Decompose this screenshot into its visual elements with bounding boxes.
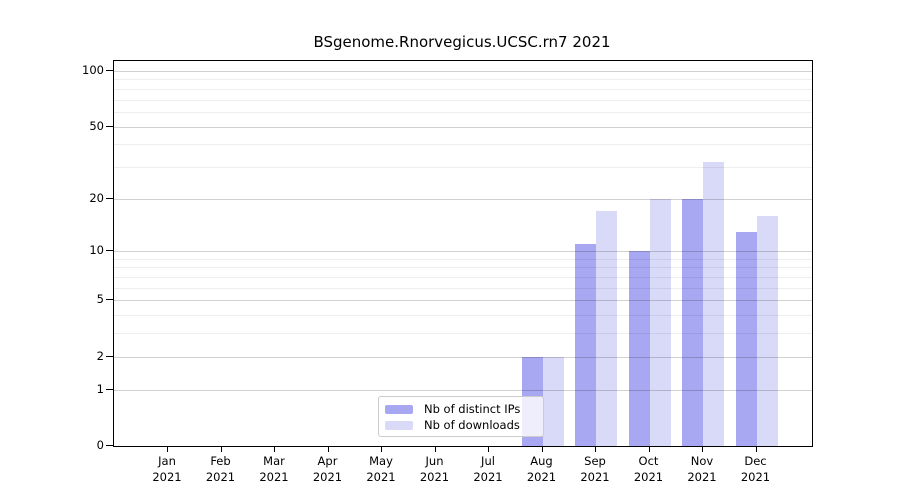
x-axis-tick-nov bbox=[702, 447, 703, 452]
bar-downloads-nov bbox=[703, 161, 724, 446]
gridline-minor-30 bbox=[114, 166, 812, 168]
y-axis-tick-100 bbox=[106, 70, 113, 71]
gridline-major-100 bbox=[114, 71, 812, 72]
x-axis-tick-mar bbox=[274, 447, 275, 452]
bar-downloads-dec bbox=[756, 215, 778, 446]
gridline-minor-70 bbox=[114, 99, 812, 101]
x-axis-tick-oct bbox=[648, 447, 650, 452]
gridline-major-10 bbox=[114, 251, 812, 253]
y-axis-tick-label-50: 50 bbox=[89, 118, 104, 133]
gridline-major-50 bbox=[114, 126, 812, 128]
gridline-minor-90 bbox=[114, 79, 812, 81]
legend-swatch-distinct-ips bbox=[385, 404, 413, 414]
gridline-major-20 bbox=[114, 198, 812, 200]
x-axis-tick-dec bbox=[755, 447, 757, 452]
gridline-minor-7 bbox=[114, 277, 812, 279]
x-axis-tick-feb bbox=[220, 447, 222, 452]
gridline-minor-6 bbox=[114, 287, 812, 289]
bar-downloads-oct bbox=[649, 198, 671, 446]
y-axis-tick-5 bbox=[106, 299, 113, 301]
bar-downloads-aug bbox=[542, 356, 564, 446]
x-axis-tick-apr bbox=[327, 447, 329, 452]
legend-label-distinct-ips: Nb of distinct IPs bbox=[424, 402, 521, 416]
legend-label-downloads: Nb of downloads bbox=[424, 418, 520, 432]
bar-distinct-ips-oct bbox=[628, 251, 650, 446]
gridline-minor-8 bbox=[114, 267, 812, 269]
y-axis-tick-0 bbox=[106, 445, 113, 446]
gridline-minor-40 bbox=[114, 144, 812, 146]
x-axis-tick-jul bbox=[488, 447, 489, 452]
x-axis-tick-label-jun: Jun 2021 bbox=[419, 454, 450, 484]
x-axis-tick-label-sep: Sep 2021 bbox=[580, 454, 610, 484]
y-axis-tick-20 bbox=[106, 197, 113, 199]
x-axis-tick-jan bbox=[167, 447, 168, 452]
x-axis-tick-may bbox=[381, 447, 382, 452]
bars-layer bbox=[114, 61, 812, 446]
legend-swatch-downloads bbox=[385, 420, 413, 430]
y-axis-tick-10 bbox=[106, 250, 113, 252]
x-axis-tick-sep bbox=[595, 447, 596, 452]
gridline-minor-9 bbox=[114, 258, 812, 260]
plot-area bbox=[113, 60, 813, 447]
gridlines-layer bbox=[114, 61, 812, 446]
x-axis-tick-label-apr: Apr 2021 bbox=[312, 454, 343, 484]
bar-downloads-sep bbox=[596, 211, 617, 446]
gridline-minor-4 bbox=[114, 315, 812, 317]
y-axis-tick-label-5: 5 bbox=[96, 292, 104, 307]
legend-item-distinct-ips: Nb of distinct IPs bbox=[385, 402, 535, 416]
legend-item-downloads: Nb of downloads bbox=[385, 418, 535, 432]
bar-distinct-ips-nov bbox=[682, 198, 703, 446]
x-axis-tick-label-mar: Mar 2021 bbox=[259, 454, 289, 484]
y-axis-tick-label-10: 10 bbox=[89, 243, 104, 258]
legend: Nb of distinct IPs Nb of downloads bbox=[378, 396, 544, 437]
x-axis-tick-label-jul: Jul 2021 bbox=[473, 454, 503, 484]
bar-distinct-ips-sep bbox=[575, 244, 596, 446]
y-axis-tick-2 bbox=[106, 355, 113, 357]
gridline-minor-60 bbox=[114, 111, 812, 113]
gridline-major-5 bbox=[114, 300, 812, 302]
x-axis-tick-aug bbox=[541, 447, 543, 452]
gridline-major-1 bbox=[114, 389, 812, 391]
gridline-minor-3 bbox=[114, 333, 812, 335]
x-axis-tick-label-may: May 2021 bbox=[366, 454, 396, 484]
y-axis-tick-label-2: 2 bbox=[96, 348, 104, 363]
gridline-major-2 bbox=[114, 356, 812, 358]
gridline-minor-80 bbox=[114, 88, 812, 90]
bar-distinct-ips-dec bbox=[735, 231, 757, 446]
y-axis-tick-50 bbox=[106, 125, 113, 127]
y-axis-tick-label-0: 0 bbox=[96, 438, 104, 452]
x-axis-tick-label-dec: Dec 2021 bbox=[740, 454, 771, 484]
y-axis-tick-label-100: 100 bbox=[82, 63, 104, 77]
x-axis-tick-label-aug: Aug 2021 bbox=[526, 454, 557, 484]
y-axis-tick-1 bbox=[106, 388, 113, 390]
chart-title: BSgenome.Rnorvegicus.UCSC.rn7 2021 bbox=[313, 33, 611, 51]
y-axis-tick-label-20: 20 bbox=[89, 190, 104, 205]
x-axis-tick-label-jan: Jan 2021 bbox=[152, 454, 182, 484]
x-axis-tick-label-nov: Nov 2021 bbox=[687, 454, 717, 484]
x-axis-tick-jun bbox=[434, 447, 436, 452]
x-axis-tick-label-feb: Feb 2021 bbox=[205, 454, 236, 484]
y-axis-tick-label-1: 1 bbox=[96, 381, 104, 396]
x-axis-tick-label-oct: Oct 2021 bbox=[633, 454, 664, 484]
